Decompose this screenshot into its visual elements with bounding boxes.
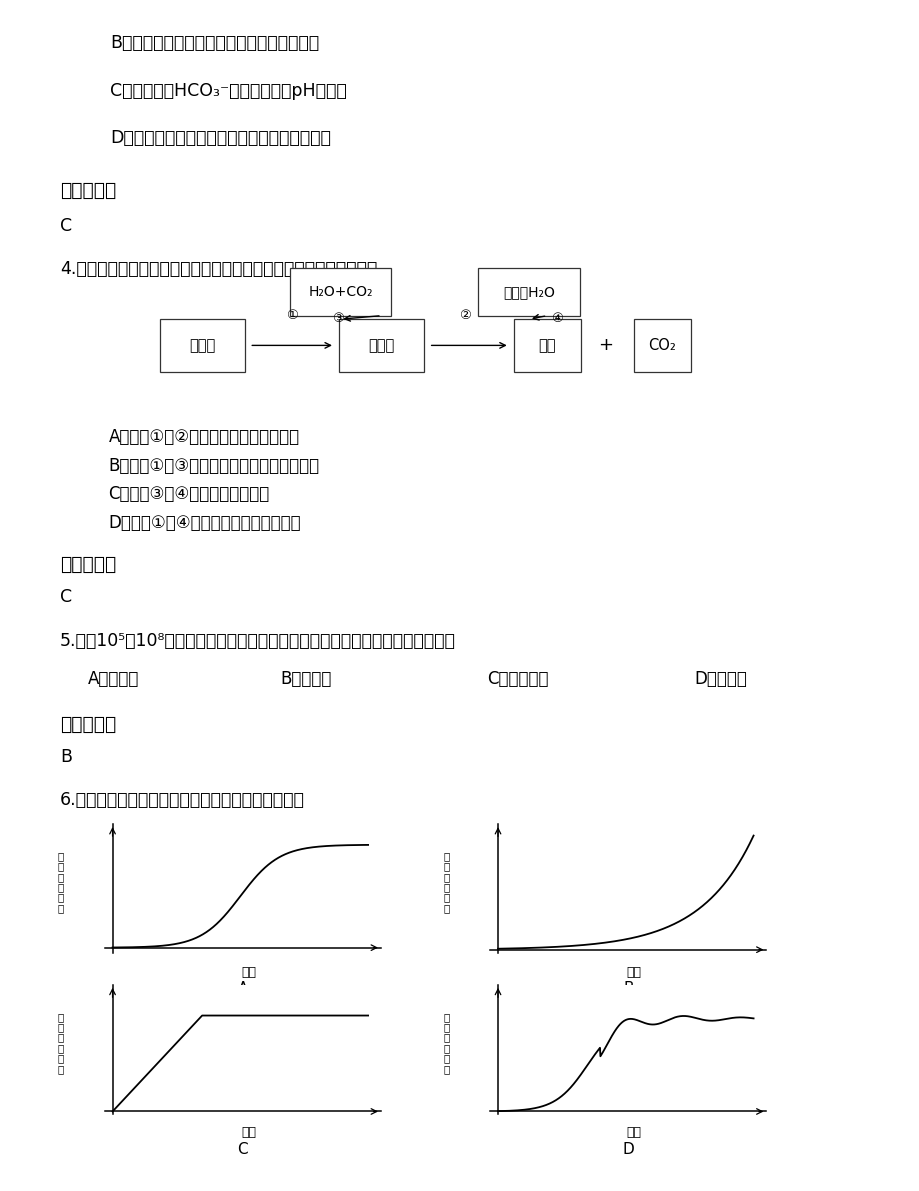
Text: 葡萄糖: 葡萄糖	[189, 338, 215, 353]
Text: 6.在下图中，表示种群在有环境阻力状况下增长的是: 6.在下图中，表示种群在有环境阻力状况下增长的是	[60, 791, 304, 810]
FancyBboxPatch shape	[160, 319, 244, 372]
Text: 4.图表示果酒和果醋制作过程中的物质变化过程，下列叙述正确的是: 4.图表示果酒和果醋制作过程中的物质变化过程，下列叙述正确的是	[60, 260, 377, 279]
Text: D: D	[622, 1142, 633, 1158]
Text: 种
群
个
体
数
量: 种 群 个 体 数 量	[443, 852, 448, 913]
Text: 时间: 时间	[241, 966, 255, 979]
Text: D．可逆性: D．可逆性	[694, 669, 746, 688]
FancyBboxPatch shape	[514, 319, 580, 372]
Text: 种
群
个
体
数
量: 种 群 个 体 数 量	[58, 1012, 63, 1074]
Text: +: +	[597, 336, 612, 355]
Text: C: C	[60, 587, 72, 606]
Text: D．血浆中蛋白质的含量对血浆渗透压没有影响: D．血浆中蛋白质的含量对血浆渗透压没有影响	[110, 129, 331, 148]
Text: 时间: 时间	[241, 1127, 255, 1140]
Text: ④: ④	[550, 312, 562, 325]
FancyBboxPatch shape	[339, 319, 424, 372]
FancyBboxPatch shape	[633, 319, 690, 372]
Text: 乙醇: 乙醇	[538, 338, 556, 353]
Text: C．血浆中的HCO₃⁻参与维持血浆pH的稳定: C．血浆中的HCO₃⁻参与维持血浆pH的稳定	[110, 81, 346, 100]
Text: B．过程①和③都发生在酵母细胞的线粒体中: B．过程①和③都发生在酵母细胞的线粒体中	[108, 456, 319, 475]
Text: CO₂: CO₂	[648, 338, 675, 353]
Text: A．普遍性: A．普遍性	[87, 669, 139, 688]
Text: 醋酸＋H₂O: 醋酸＋H₂O	[503, 285, 554, 299]
Text: C: C	[60, 217, 72, 236]
FancyBboxPatch shape	[478, 268, 579, 316]
Text: 5.大约10⁵到10⁸个高等动物的配子中才有一个发生基因突变，说明基因突变具有: 5.大约10⁵到10⁸个高等动物的配子中才有一个发生基因突变，说明基因突变具有	[60, 631, 455, 650]
Text: D．过程①～④所需的最适温度基本相同: D．过程①～④所需的最适温度基本相同	[108, 513, 301, 532]
Text: 丙酮酸: 丙酮酸	[369, 338, 394, 353]
Text: B．低频性: B．低频性	[280, 669, 332, 688]
Text: B: B	[60, 748, 72, 767]
Text: 时间: 时间	[626, 966, 641, 979]
Text: 参考答案：: 参考答案：	[60, 555, 116, 574]
Text: ③: ③	[332, 312, 344, 325]
Text: B．无氧呼吸产生乳酸的过程发生在内环境中: B．无氧呼吸产生乳酸的过程发生在内环境中	[110, 33, 319, 52]
Text: 种
群
个
体
数
量: 种 群 个 体 数 量	[443, 1012, 448, 1074]
Text: 参考答案：: 参考答案：	[60, 715, 116, 734]
Text: A．过程①和②都只能发生在缺氧条件下: A．过程①和②都只能发生在缺氧条件下	[108, 428, 300, 447]
Text: 时间: 时间	[626, 1127, 641, 1140]
Text: C: C	[237, 1142, 248, 1158]
FancyBboxPatch shape	[289, 268, 391, 316]
Text: C．多方向性: C．多方向性	[487, 669, 549, 688]
Text: ②: ②	[459, 310, 470, 322]
Text: A: A	[237, 981, 248, 997]
Text: ①: ①	[286, 310, 298, 322]
Text: H₂O+CO₂: H₂O+CO₂	[308, 285, 372, 299]
Text: B: B	[622, 981, 633, 997]
Text: 参考答案：: 参考答案：	[60, 181, 116, 200]
Text: C．过程③和④都需要氧气的参与: C．过程③和④都需要氧气的参与	[108, 485, 269, 504]
Text: 种
群
个
体
数
量: 种 群 个 体 数 量	[58, 852, 63, 913]
